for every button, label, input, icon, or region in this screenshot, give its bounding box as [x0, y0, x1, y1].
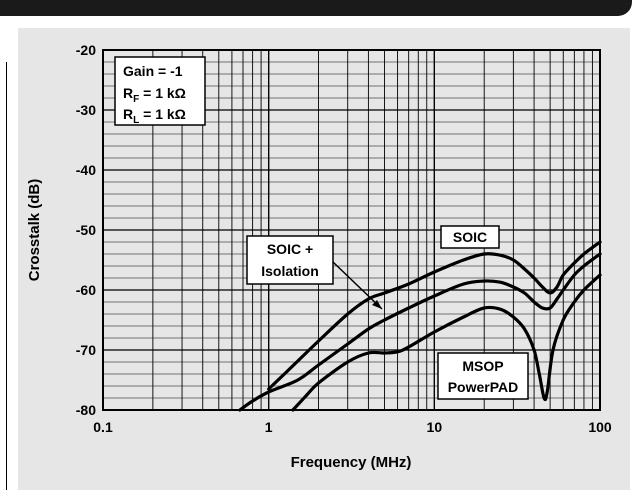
x-tick-label: 0.1	[93, 419, 113, 435]
conditions-box: Gain = -1 RF = 1 kΩ RL = 1 kΩ	[114, 56, 206, 126]
x-tick-label: 1	[265, 419, 273, 435]
soic-callout: SOIC	[440, 225, 500, 249]
rl-label: RL = 1 kΩ	[123, 106, 186, 126]
x-tick-label: 10	[427, 419, 443, 435]
y-tick-label: -20	[76, 42, 96, 58]
msop-powerpad-line	[291, 273, 602, 412]
soic-isolation-arrowhead	[372, 300, 382, 309]
y-tick-label: -30	[76, 102, 96, 118]
soic-isolation-arrow	[332, 261, 383, 310]
y-tick-label: -50	[76, 222, 96, 238]
soic-line	[267, 240, 602, 391]
x-axis-title: Frequency (MHz)	[291, 454, 412, 471]
msop-line1: MSOP	[462, 358, 503, 374]
soic-callout-label: SOIC	[453, 229, 487, 245]
x-tick-label: 100	[588, 419, 612, 435]
y-axis-title: Crosstalk (dB)	[26, 179, 43, 282]
msop-callout: MSOP PowerPAD	[437, 352, 529, 400]
soic-isolation-callout: SOIC + Isolation	[246, 235, 383, 310]
soic-isolation-line2: Isolation	[261, 263, 319, 279]
msop-line2: PowerPAD	[448, 379, 519, 395]
rf-label: RF = 1 kΩ	[123, 85, 186, 105]
y-tick-label: -80	[76, 402, 96, 418]
soic-isolation-line1: SOIC +	[267, 241, 313, 257]
y-tick-label: -40	[76, 162, 96, 178]
y-tick-label: -60	[76, 282, 96, 298]
y-tick-label: -70	[76, 342, 96, 358]
side-rule	[6, 62, 7, 490]
series-lines	[238, 240, 602, 412]
tick-labels: 0.1 1 10 100 -20 -30 -40 -50 -60 -70 -80	[76, 42, 612, 435]
header-band	[0, 0, 632, 16]
soic-isolation-line	[238, 252, 602, 412]
plot-frame	[102, 49, 601, 411]
gain-label: Gain = -1	[123, 63, 183, 79]
